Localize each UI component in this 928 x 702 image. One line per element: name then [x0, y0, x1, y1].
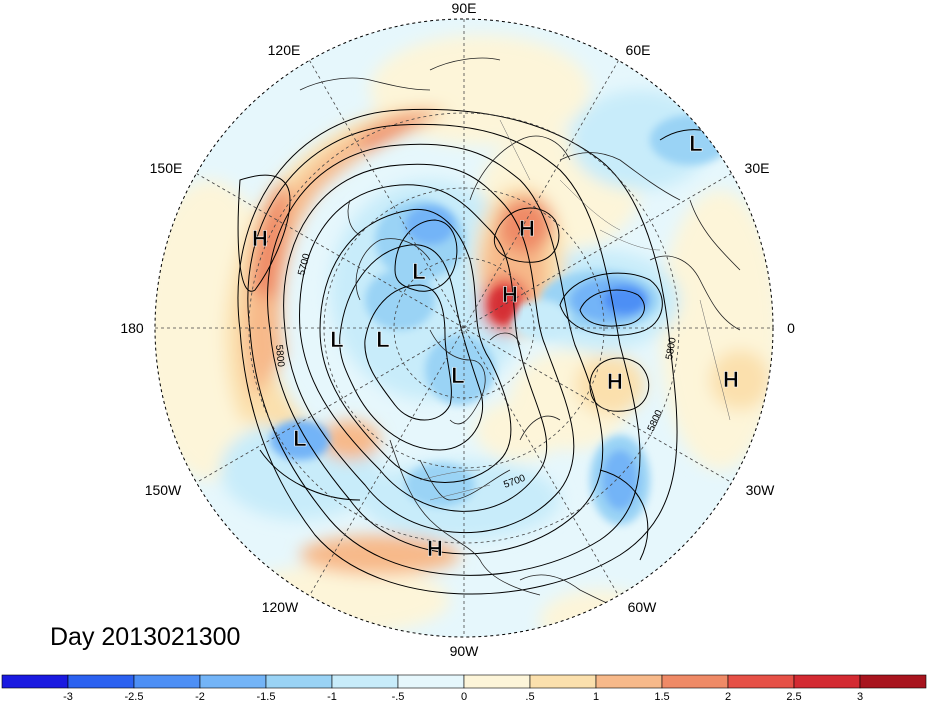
lon-label-30e: 30E: [745, 160, 770, 176]
high-center-marker: H: [519, 216, 535, 241]
colorbar-swatch: [265, 674, 333, 689]
colorbar-swatch: [793, 674, 861, 689]
colorbar-tick-label: -.5: [392, 691, 405, 702]
height-contours: [237, 108, 741, 595]
lon-label-120e: 120E: [268, 42, 301, 58]
low-center-marker: L: [412, 259, 425, 284]
colorbar-tick-label: -1.5: [257, 691, 276, 702]
colorbar-swatch: [397, 674, 465, 689]
colorbar-tick-label: 1.5: [654, 691, 669, 702]
lon-label-180: 180: [120, 320, 144, 336]
lon-label-120w: 120W: [262, 599, 299, 615]
colorbar-tick-label: -3: [63, 691, 73, 702]
colorbar-swatch: [595, 674, 663, 689]
map-boundary: [154, 18, 774, 638]
pressure-centers: H H H H H H L L L L L L: [252, 131, 739, 562]
colorbar-tick-label: 1: [593, 691, 599, 702]
colorbar: -3 -2.5 -2 -1.5 -1 -.5 0 .5 1 1.5 2 2.5 3: [1, 674, 927, 702]
lon-label-60w: 60W: [628, 599, 658, 615]
colorbar-tick-label: .5: [525, 691, 534, 702]
colorbar-swatch: [529, 674, 597, 689]
high-center-marker: H: [252, 226, 268, 251]
low-center-marker: L: [293, 426, 306, 451]
colorbar-swatch: [133, 674, 201, 689]
coastlines: [299, 57, 741, 616]
lon-label-90e: 90E: [452, 0, 477, 16]
contour-label: 5800: [273, 344, 286, 368]
low-center-marker: L: [689, 131, 702, 156]
contour-label: 5800: [664, 336, 679, 360]
high-center-marker: H: [607, 369, 623, 394]
graticule: [155, 19, 773, 637]
lon-label-150w: 150W: [145, 482, 182, 498]
colorbar-swatch: [661, 674, 729, 689]
high-center-marker: H: [427, 536, 443, 561]
colorbar-tick-label: -1: [327, 691, 337, 702]
colorbar-swatch: [67, 674, 135, 689]
high-center-marker: H: [502, 282, 518, 307]
map-title: Day 2013021300: [50, 623, 240, 651]
colorbar-swatch: [859, 674, 927, 689]
colorbar-tick-label: -2.5: [125, 691, 144, 702]
high-center-marker: H: [723, 367, 739, 392]
colorbar-tick-label: 0: [461, 691, 467, 702]
colorbar-tick-label: 2.5: [786, 691, 801, 702]
lon-label-90w: 90W: [450, 643, 480, 659]
colorbar-swatch: [199, 674, 267, 689]
lon-label-150e: 150E: [150, 160, 183, 176]
longitude-labels: 90E 120E 60E 150E 30E 180 0 150W 30W 120…: [120, 0, 795, 659]
lon-label-0: 0: [787, 320, 795, 336]
low-center-marker: L: [376, 327, 389, 352]
colorbar-swatch: [727, 674, 795, 689]
anomaly-field: [155, 19, 773, 637]
colorbar-swatch: [463, 674, 531, 689]
lon-label-30w: 30W: [746, 482, 776, 498]
colorbar-tick-label: 3: [857, 691, 863, 702]
colorbar-swatch: [331, 674, 399, 689]
colorbar-tick-label: 2: [725, 691, 731, 702]
low-center-marker: L: [451, 363, 464, 388]
colorbar-swatch: [1, 674, 69, 689]
colorbar-tick-label: -2: [195, 691, 205, 702]
borders: [419, 119, 731, 501]
lon-label-60e: 60E: [626, 42, 651, 58]
low-center-marker: L: [330, 327, 343, 352]
